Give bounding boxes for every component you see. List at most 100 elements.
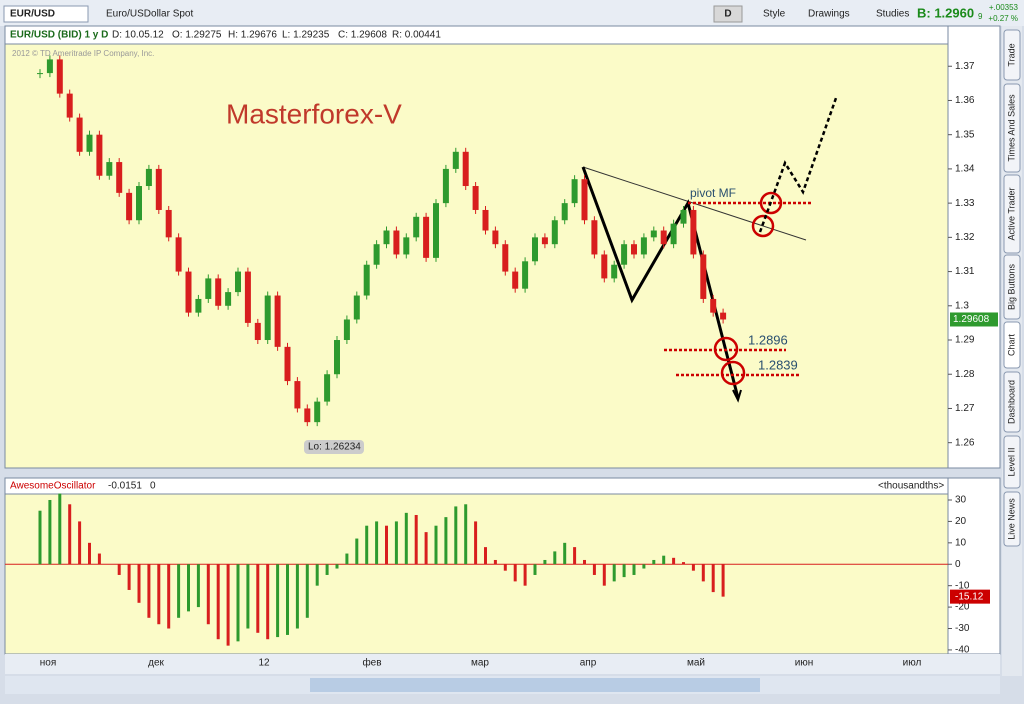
- candle: [37, 73, 43, 75]
- osc-bar: [167, 564, 171, 629]
- y-tick-label: 1.33: [955, 198, 975, 209]
- symbol-box[interactable]: [3, 5, 89, 23]
- price-header-item: D: 10.05.12: [112, 30, 164, 41]
- osc-bar: [553, 551, 557, 565]
- style-button[interactable]: Style: [763, 9, 786, 20]
- osc-bar: [711, 564, 715, 593]
- osc-bar: [157, 564, 161, 625]
- side-tab[interactable]: [1003, 83, 1021, 173]
- osc-bar: [642, 564, 646, 569]
- y-tick-label: 0: [955, 559, 961, 570]
- osc-bar: [444, 517, 448, 565]
- drawings-button[interactable]: Drawings: [808, 9, 850, 20]
- osc-bar: [335, 564, 339, 569]
- osc-header-item: 0: [150, 481, 156, 492]
- osc-bar: [187, 564, 190, 612]
- watermark: Masterforex-V: [226, 98, 402, 129]
- side-tab-label: Active Trader: [1006, 187, 1016, 240]
- osc-bar: [315, 564, 319, 586]
- osc-header-item: -0.0151: [108, 481, 142, 492]
- candle: [571, 179, 578, 204]
- osc-bar: [424, 532, 428, 565]
- candle: [532, 237, 538, 262]
- candle: [145, 168, 152, 187]
- candle: [66, 93, 73, 118]
- price-header-item: L: 1.29235: [282, 30, 330, 41]
- osc-bar: [68, 504, 72, 565]
- candle: [512, 271, 519, 289]
- side-tab[interactable]: [1003, 371, 1021, 433]
- osc-bar: [147, 564, 151, 618]
- osc-bar: [246, 564, 250, 629]
- osc-bar: [414, 514, 418, 565]
- price-header-item: O: 1.29275: [172, 30, 222, 41]
- osc-bar: [325, 564, 329, 575]
- y-tick-label: 1.26: [955, 437, 975, 448]
- osc-bar: [464, 504, 468, 565]
- studies-button[interactable]: Studies: [876, 9, 909, 20]
- candle: [621, 244, 628, 265]
- candle: [502, 244, 509, 272]
- price-header-item: H: 1.29676: [228, 30, 277, 41]
- last-price: 1.29608: [953, 314, 990, 325]
- price-header: [4, 25, 949, 45]
- copyright: 2012 © TD Ameritrade IP Company, Inc.: [12, 49, 154, 58]
- side-tab-label: Chart: [1006, 334, 1016, 357]
- candle: [690, 209, 697, 255]
- candle: [581, 179, 588, 221]
- candle: [462, 151, 469, 187]
- candle: [522, 261, 529, 289]
- osc-bar: [137, 564, 141, 603]
- x-tick-label: июл: [903, 658, 922, 669]
- candle: [254, 322, 261, 341]
- osc-bar: [721, 564, 725, 597]
- change: +.00353: [989, 3, 1019, 12]
- osc-bar: [345, 553, 349, 565]
- osc-bar: [513, 564, 517, 582]
- osc-bar: [236, 564, 240, 642]
- y-tick-label: 1.28: [955, 369, 975, 380]
- osc-bar: [652, 559, 656, 565]
- candle: [343, 319, 350, 341]
- side-tab[interactable]: [1003, 435, 1021, 489]
- side-tab[interactable]: [1003, 491, 1021, 547]
- side-tab[interactable]: [1003, 29, 1021, 81]
- x-tick-label: ноя: [40, 658, 57, 669]
- osc-bar: [276, 564, 280, 638]
- side-tab[interactable]: [1003, 174, 1021, 254]
- osc-bar: [691, 564, 695, 571]
- y-tick-label: 1.37: [955, 61, 975, 72]
- x-tick-label: мар: [471, 658, 489, 669]
- scroll-thumb[interactable]: [310, 678, 760, 692]
- osc-bar: [226, 564, 230, 646]
- y-tick-label: 1.3: [955, 300, 969, 311]
- x-tick-label: апр: [580, 658, 597, 669]
- candle: [601, 254, 608, 279]
- candle: [264, 295, 271, 341]
- candle: [86, 134, 93, 152]
- candle: [720, 312, 727, 320]
- osc-bar: [662, 555, 666, 565]
- candle: [561, 203, 568, 221]
- change-pct: +0.27 %: [988, 14, 1018, 23]
- side-tab[interactable]: [1003, 321, 1021, 369]
- osc-bar: [305, 564, 309, 618]
- period-button[interactable]: [713, 5, 743, 23]
- osc-bar: [216, 564, 220, 640]
- candle: [205, 278, 212, 299]
- candle: [46, 59, 53, 74]
- candle: [591, 220, 598, 255]
- bid: B: 1.2960: [917, 5, 974, 20]
- osc-bar: [573, 547, 577, 565]
- side-tab[interactable]: [1003, 254, 1021, 320]
- candle: [452, 151, 459, 169]
- osc-bar: [295, 564, 299, 629]
- candle: [373, 244, 380, 265]
- x-tick-label: июн: [795, 658, 814, 669]
- y-tick-label: 1.32: [955, 232, 975, 243]
- candle: [472, 186, 479, 210]
- osc-bar: [48, 499, 52, 565]
- osc-bar: [177, 564, 181, 618]
